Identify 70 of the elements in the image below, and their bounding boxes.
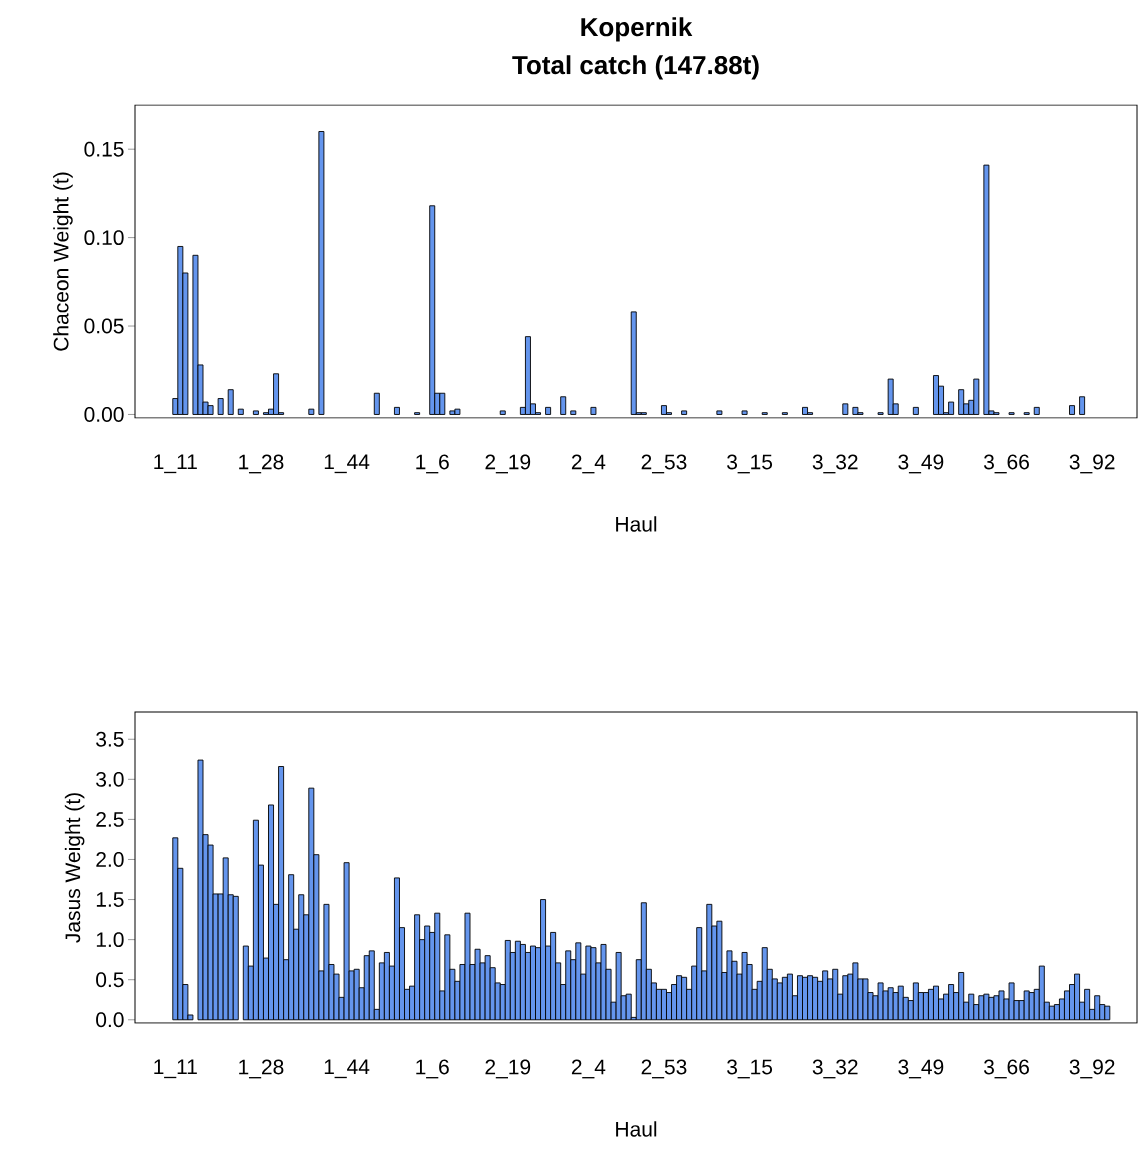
chart-subtitle: Total catch (147.88t) [512, 55, 759, 80]
bar [499, 410, 506, 415]
x-tick-label: 1_44 [324, 454, 370, 474]
x-tick-label: 3_66 [983, 454, 1029, 474]
bar [237, 408, 244, 415]
bar [1079, 396, 1086, 415]
bar [912, 982, 919, 1021]
bar [590, 406, 597, 415]
x-tick-label: 1_44 [324, 1059, 370, 1079]
bar [842, 403, 849, 415]
x-tick-label: 3_92 [1069, 454, 1115, 474]
bar [716, 410, 723, 415]
x-tick-label: 2_4 [571, 1059, 606, 1079]
x-tick-label: 3_66 [983, 1059, 1029, 1079]
x-tick-label: 3_49 [898, 1059, 944, 1079]
x-tick-label: 3_92 [1069, 1059, 1115, 1079]
bar [394, 406, 400, 415]
x-tick-label: 2_53 [641, 454, 687, 474]
x-tick-label: 3_32 [812, 1059, 858, 1079]
x-tick-label: 2_53 [641, 1059, 687, 1079]
bar [560, 396, 567, 415]
x-tick-label: 3_15 [727, 454, 773, 474]
x-tick-label: 1_11 [154, 454, 197, 474]
y-tick-label: 1.5 [96, 892, 124, 907]
x-tick-label: 1_6 [416, 454, 449, 474]
bar [545, 406, 552, 415]
bar [217, 398, 224, 415]
bar [227, 389, 234, 415]
y-tick-label: 0.05 [84, 318, 124, 334]
x-axis-title: Haul [616, 516, 657, 532]
y-tick-label: 1.0 [96, 932, 124, 948]
x-tick-label: 2_19 [485, 454, 531, 474]
x-tick-label: 1_6 [416, 1059, 449, 1079]
x-tick-label: 3_49 [898, 454, 944, 474]
y-axis-title: Chaceon Weight (t) [53, 172, 73, 351]
y-axis-title: Jasus Weight (t) [64, 793, 85, 943]
y-tick-label: 0.00 [84, 407, 124, 422]
x-tick-label: 3_15 [727, 1059, 773, 1079]
y-tick-label: 3.0 [96, 771, 124, 787]
bar [373, 392, 380, 415]
bar [429, 205, 436, 415]
chart-title: Kopernik [581, 17, 693, 42]
bar [368, 950, 375, 1021]
bar [958, 389, 965, 415]
bar [308, 408, 315, 415]
x-tick-label: 1_28 [239, 1059, 284, 1079]
bar [741, 410, 748, 415]
y-tick-label: 0.15 [84, 141, 124, 157]
bar [912, 406, 919, 415]
y-tick-label: 2.0 [96, 852, 124, 867]
x-axis-title: Haul [616, 1121, 657, 1137]
x-tick-label: 2_4 [571, 454, 606, 474]
y-tick-label: 0.0 [96, 1012, 124, 1028]
bar [570, 410, 577, 415]
bar [232, 895, 239, 1021]
bar [1033, 406, 1040, 415]
x-tick-label: 1_28 [239, 454, 284, 474]
y-tick-label: 2.5 [96, 811, 124, 827]
y-tick-label: 3.5 [96, 731, 124, 747]
x-tick-label: 2_19 [485, 1059, 531, 1079]
bar [1069, 405, 1075, 415]
x-tick-label: 3_32 [812, 454, 858, 474]
bar [681, 410, 688, 415]
x-tick-label: 1_11 [154, 1059, 197, 1079]
bar [786, 973, 793, 1021]
bar [630, 311, 637, 415]
bar [252, 410, 259, 415]
bar [318, 131, 325, 415]
y-tick-label: 0.5 [96, 972, 124, 988]
y-tick-label: 0.10 [84, 230, 124, 246]
